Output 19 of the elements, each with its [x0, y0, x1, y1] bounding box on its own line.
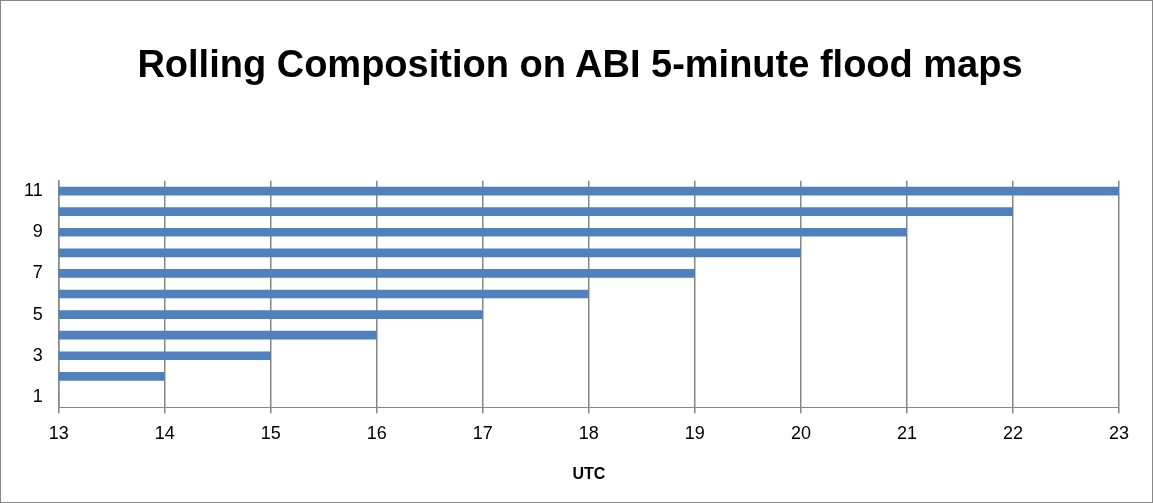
chart-title: Rolling Composition on ABI 5-minute flood maps — [136, 42, 1024, 87]
y-tick-label: 9 — [32, 221, 43, 242]
x-tick-label: 14 — [154, 422, 175, 443]
y-tick-label: 11 — [24, 180, 43, 201]
y-tick-label: 7 — [32, 262, 43, 283]
x-tick-label: 21 — [896, 422, 917, 443]
x-tick-label: 23 — [1108, 422, 1130, 443]
y-tick-label: 3 — [32, 344, 43, 365]
x-tick-label: 18 — [578, 422, 599, 443]
x-tick-label: 13 — [48, 422, 69, 443]
x-tick-label: 17 — [472, 422, 493, 443]
x-tick-label: 15 — [260, 422, 281, 443]
y-tick-label: 1 — [32, 385, 43, 406]
x-axis-title: UTC — [572, 464, 606, 482]
x-tick-label: 20 — [790, 422, 811, 443]
y-tick-label: 5 — [32, 303, 43, 324]
x-tick-label: 19 — [684, 422, 705, 443]
x-tick-label: 22 — [1002, 422, 1023, 443]
x-tick-label: 16 — [366, 422, 387, 443]
